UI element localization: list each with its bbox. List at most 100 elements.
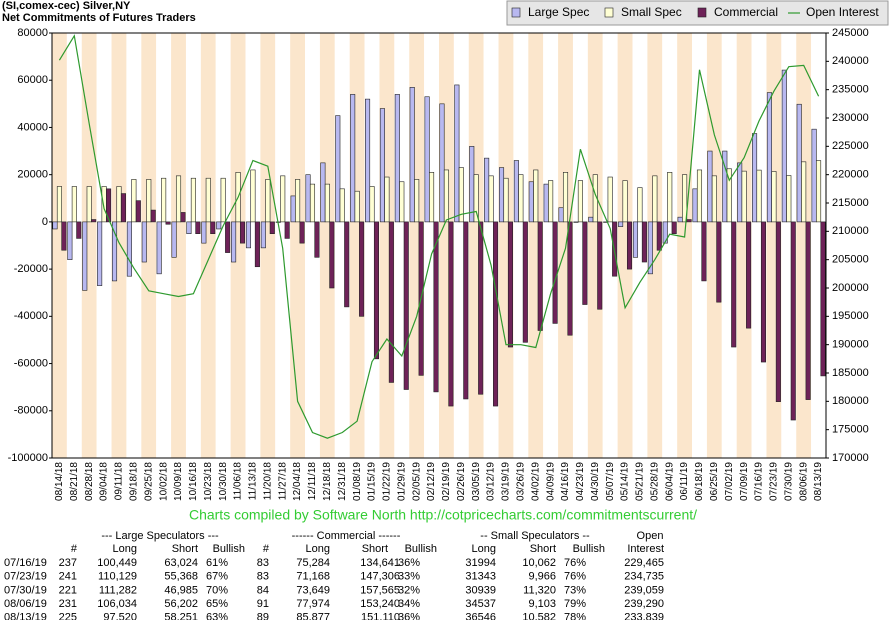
bar (76, 221, 82, 239)
table-cell: 63,024 (164, 557, 198, 569)
table-cell: 36% (398, 612, 420, 620)
table-cell: 91 (257, 598, 269, 610)
column-header: Interest (627, 543, 664, 555)
bar (269, 221, 275, 234)
x-tick-label: 06/11/19 (679, 462, 690, 501)
band (736, 33, 752, 458)
bar (265, 179, 271, 223)
table-cell: 134,641 (360, 557, 400, 569)
table-cell: 31343 (465, 571, 496, 583)
table-cell: 67% (206, 571, 228, 583)
table-cell: 61% (206, 557, 228, 569)
bar (186, 221, 192, 234)
bar (433, 221, 439, 393)
bar (205, 177, 211, 223)
band (602, 33, 618, 458)
bar (816, 160, 822, 223)
bar (350, 94, 356, 223)
x-tick-label: 12/04/18 (292, 462, 303, 501)
x-tick-label: 11/06/18 (233, 462, 244, 501)
bar (250, 169, 256, 223)
bar (707, 150, 713, 223)
band (617, 33, 633, 458)
table-cell: 73% (564, 584, 586, 596)
table-cell: 234,735 (624, 571, 664, 583)
x-tick-label: 09/25/18 (143, 462, 154, 501)
bar (458, 167, 464, 223)
table-cell: 97,520 (103, 612, 137, 620)
bar (299, 221, 305, 244)
table-cell: 70% (206, 584, 228, 596)
table-cell: 08/06/19 (4, 598, 47, 610)
x-tick-label: 01/08/19 (352, 462, 363, 501)
y-tick-label: 20000 (17, 169, 48, 181)
bar (746, 221, 752, 329)
legend-box (506, 0, 889, 26)
bar (175, 175, 182, 223)
bar (498, 167, 505, 223)
table-cell: 30939 (465, 584, 496, 596)
table-cell: 36546 (465, 612, 496, 620)
table-cell: 10,062 (522, 557, 556, 569)
bar (52, 221, 58, 230)
bar (180, 212, 186, 223)
group-header: --- Large Speculators --- (101, 530, 219, 542)
bar (667, 172, 673, 223)
x-tick-label: 09/04/18 (99, 462, 110, 501)
bar (369, 186, 375, 223)
bar (284, 221, 290, 239)
table-cell: 85,877 (296, 612, 330, 620)
bar (161, 177, 167, 223)
bar (686, 219, 692, 223)
x-tick-label: 11/13/18 (248, 462, 259, 501)
band (66, 33, 82, 458)
table-cell: 08/13/19 (4, 612, 47, 620)
bar (111, 221, 118, 282)
bar (86, 186, 92, 223)
y-tick-label: -100000 (8, 452, 48, 464)
bar (781, 69, 787, 223)
band (543, 33, 559, 458)
band (96, 33, 112, 458)
y2-tick-label: 175000 (832, 424, 869, 436)
table-cell: 233,839 (624, 612, 664, 620)
band (185, 33, 201, 458)
band (260, 33, 276, 458)
bar (399, 181, 405, 223)
chart-subtitle: Net Commitments of Futures Traders (2, 12, 196, 24)
table-cell: 239,059 (624, 584, 664, 596)
x-tick-label: 08/21/18 (69, 462, 80, 501)
x-tick-label: 01/15/19 (367, 462, 378, 501)
bar (637, 187, 643, 223)
table-cell: 110,129 (98, 571, 137, 583)
x-tick-label: 10/09/18 (173, 462, 184, 501)
bar (239, 221, 246, 244)
bar (577, 180, 583, 223)
column-header: Short (362, 543, 388, 555)
bar (737, 162, 743, 223)
band (528, 33, 544, 458)
table-cell: 76% (564, 557, 586, 569)
bar (573, 221, 579, 223)
table-cell: 83 (257, 557, 269, 569)
table-cell: 89 (257, 612, 269, 620)
column-header: # (263, 543, 270, 555)
bar (533, 169, 539, 223)
y-tick-label: -80000 (14, 405, 48, 417)
table-cell: 65% (206, 598, 228, 610)
bar (91, 219, 97, 223)
plot-area (52, 33, 826, 458)
x-tick-label: 08/06/19 (798, 462, 809, 501)
bar (811, 128, 817, 223)
table-cell: 221 (59, 584, 77, 596)
x-tick-label: 11/27/18 (277, 462, 288, 501)
bar (290, 195, 296, 223)
bar (588, 216, 594, 223)
y-tick-label: -60000 (14, 357, 48, 369)
table-cell: 151,110 (361, 612, 400, 620)
table-cell: 111,282 (99, 584, 137, 596)
table-cell: 153,240 (360, 598, 400, 610)
table-cell: 79% (564, 598, 586, 610)
y2-tick-label: 230000 (832, 112, 869, 124)
band (572, 33, 588, 458)
